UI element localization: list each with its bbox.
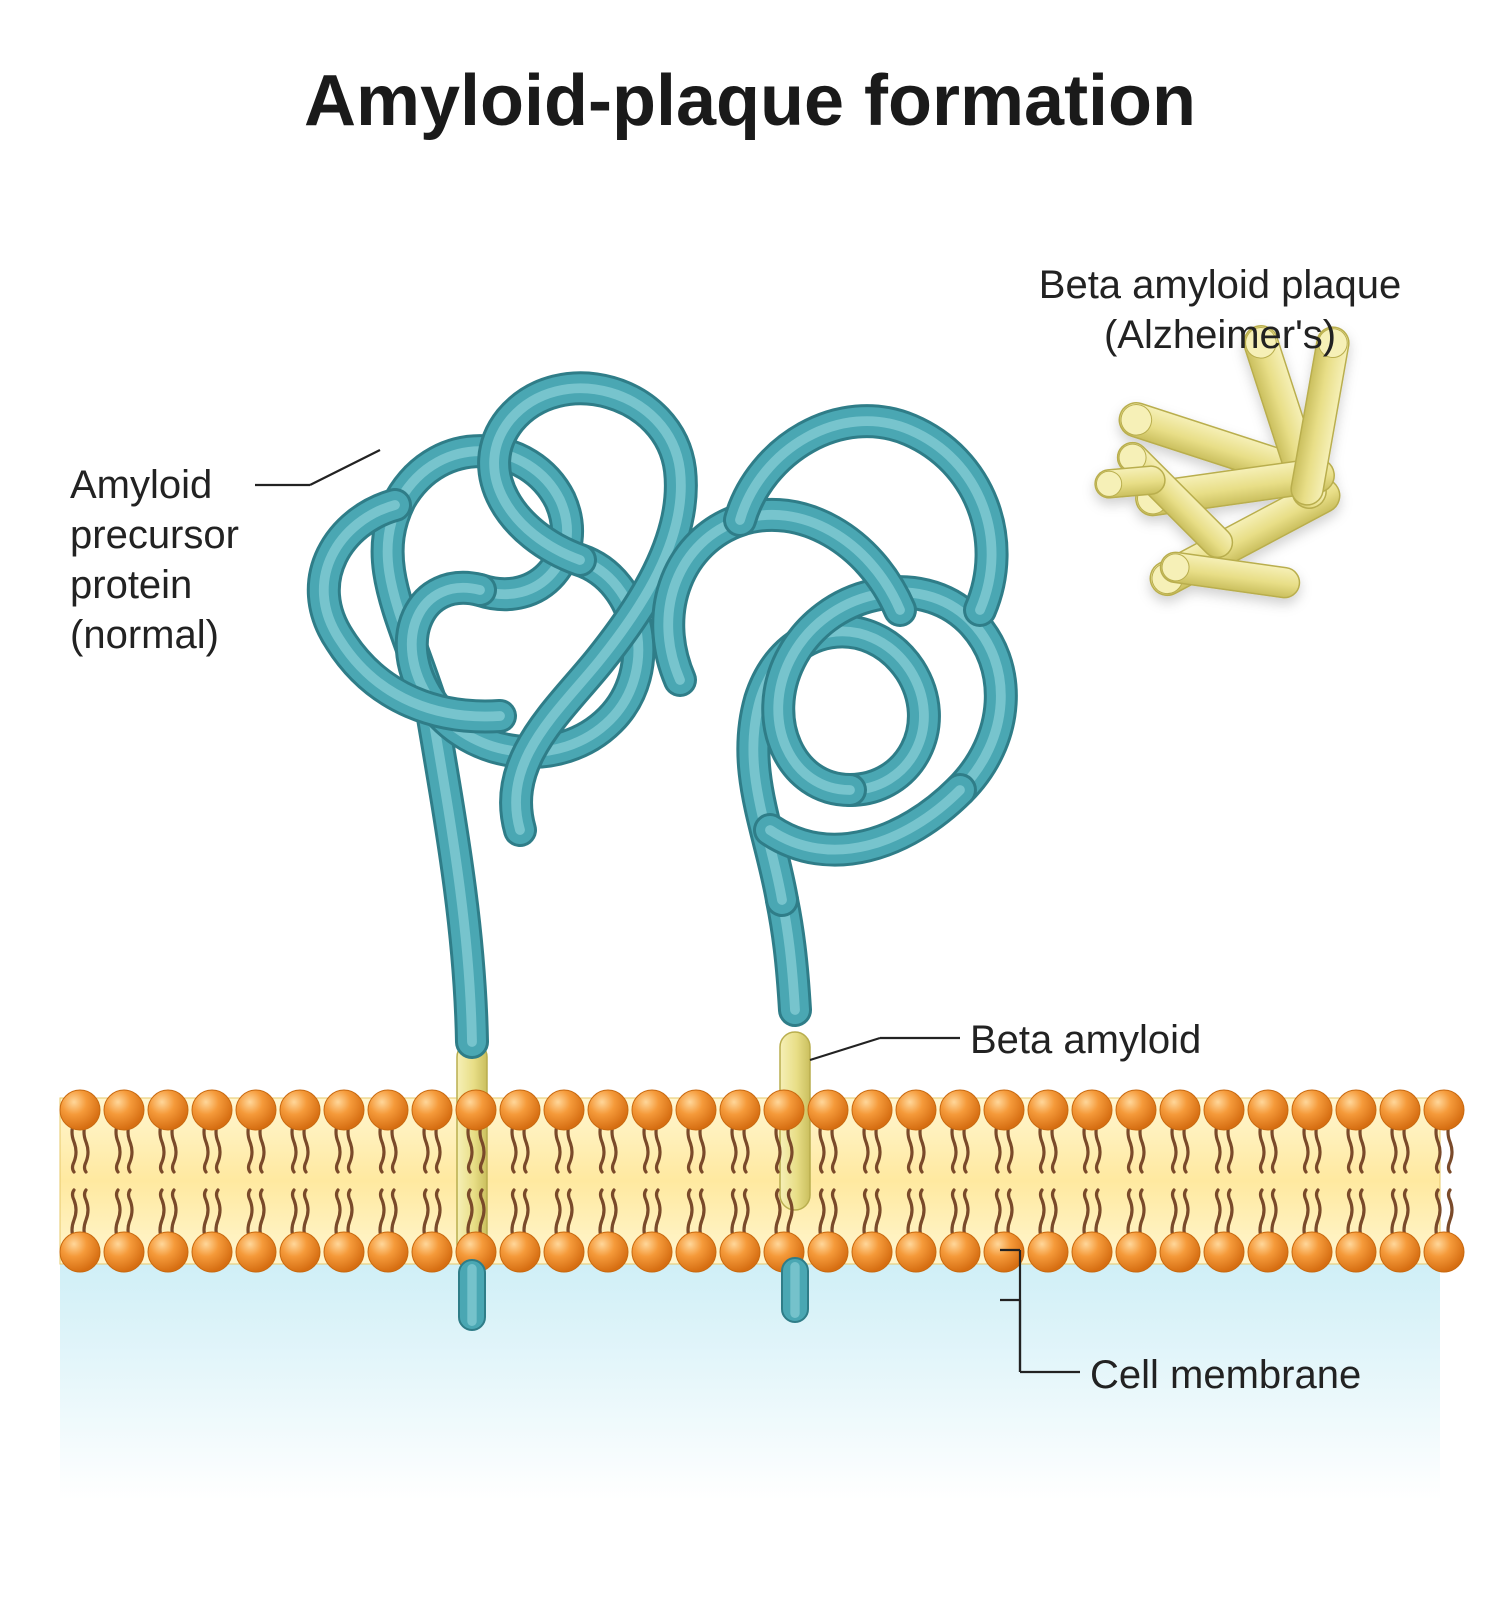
phospholipid-head bbox=[280, 1232, 320, 1272]
phospholipid-head bbox=[1336, 1232, 1376, 1272]
phospholipid-head bbox=[1072, 1090, 1112, 1130]
phospholipid-head bbox=[632, 1232, 672, 1272]
phospholipid-head bbox=[1028, 1232, 1068, 1272]
phospholipid-head bbox=[104, 1090, 144, 1130]
phospholipid-head bbox=[588, 1090, 628, 1130]
phospholipid-head bbox=[852, 1090, 892, 1130]
phospholipid-head bbox=[1248, 1232, 1288, 1272]
phospholipid-head bbox=[500, 1090, 540, 1130]
phospholipid-head bbox=[192, 1232, 232, 1272]
phospholipid-head bbox=[852, 1232, 892, 1272]
phospholipid-head bbox=[808, 1232, 848, 1272]
phospholipid-head bbox=[896, 1232, 936, 1272]
phospholipid-head bbox=[1116, 1090, 1156, 1130]
label-amyloid-precursor: Amyloid precursor protein (normal) bbox=[70, 460, 239, 660]
phospholipid-head bbox=[1204, 1090, 1244, 1130]
phospholipid-head bbox=[1292, 1232, 1332, 1272]
phospholipid-head bbox=[60, 1090, 100, 1130]
phospholipid-head bbox=[1160, 1090, 1200, 1130]
label-cell-membrane: Cell membrane bbox=[1090, 1350, 1361, 1400]
phospholipid-head bbox=[676, 1090, 716, 1130]
phospholipid-head bbox=[720, 1232, 760, 1272]
phospholipid-head bbox=[60, 1232, 100, 1272]
phospholipid-head bbox=[1424, 1090, 1464, 1130]
phospholipid-head bbox=[984, 1090, 1024, 1130]
phospholipid-head bbox=[1292, 1090, 1332, 1130]
phospholipid-head bbox=[1204, 1232, 1244, 1272]
phospholipid-head bbox=[412, 1090, 452, 1130]
phospholipid-head bbox=[764, 1090, 804, 1130]
phospholipid-head bbox=[632, 1090, 672, 1130]
phospholipid-head bbox=[148, 1232, 188, 1272]
phospholipid-head bbox=[1380, 1232, 1420, 1272]
phospholipid-head bbox=[1424, 1232, 1464, 1272]
phospholipid-head bbox=[192, 1090, 232, 1130]
phospholipid-head bbox=[236, 1232, 276, 1272]
label-beta-amyloid-plaque: Beta amyloid plaque (Alzheimer's) bbox=[1010, 260, 1430, 360]
phospholipid-head bbox=[1160, 1232, 1200, 1272]
phospholipid-head bbox=[940, 1090, 980, 1130]
phospholipid-head bbox=[412, 1232, 452, 1272]
phospholipid-head bbox=[368, 1232, 408, 1272]
phospholipid-head bbox=[368, 1090, 408, 1130]
phospholipid-head bbox=[1116, 1232, 1156, 1272]
phospholipid-head bbox=[676, 1232, 716, 1272]
phospholipid-head bbox=[324, 1232, 364, 1272]
phospholipid-head bbox=[1028, 1090, 1068, 1130]
phospholipid-head bbox=[940, 1232, 980, 1272]
diagram-stage: Amyloid-plaque formation bbox=[0, 0, 1500, 1600]
phospholipid-head bbox=[984, 1232, 1024, 1272]
phospholipid-head bbox=[500, 1232, 540, 1272]
phospholipid-head bbox=[148, 1090, 188, 1130]
phospholipid-head bbox=[544, 1232, 584, 1272]
phospholipid-head bbox=[588, 1232, 628, 1272]
phospholipid-head bbox=[280, 1090, 320, 1130]
plaque-fibril bbox=[1094, 465, 1166, 499]
phospholipid-head bbox=[104, 1232, 144, 1272]
phospholipid-head bbox=[808, 1090, 848, 1130]
phospholipid-head bbox=[1248, 1090, 1288, 1130]
phospholipid-head bbox=[324, 1090, 364, 1130]
phospholipid-head bbox=[236, 1090, 276, 1130]
phospholipid-head bbox=[456, 1090, 496, 1130]
phospholipid-head bbox=[1336, 1090, 1376, 1130]
phospholipid-head bbox=[1072, 1232, 1112, 1272]
phospholipid-head bbox=[544, 1090, 584, 1130]
phospholipid-head bbox=[720, 1090, 760, 1130]
phospholipid-head bbox=[896, 1090, 936, 1130]
phospholipid-head bbox=[1380, 1090, 1420, 1130]
label-beta-amyloid: Beta amyloid bbox=[970, 1015, 1201, 1065]
